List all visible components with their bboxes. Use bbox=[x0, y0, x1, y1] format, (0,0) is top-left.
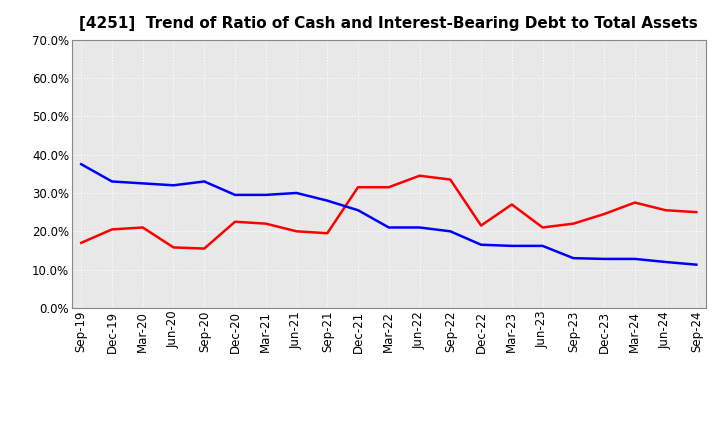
Cash bbox=[631, 200, 639, 205]
Interest-Bearing Debt bbox=[323, 198, 332, 203]
Interest-Bearing Debt bbox=[292, 191, 301, 196]
Interest-Bearing Debt bbox=[631, 256, 639, 261]
Cash bbox=[569, 221, 577, 226]
Cash bbox=[138, 225, 147, 230]
Interest-Bearing Debt bbox=[508, 243, 516, 249]
Interest-Bearing Debt bbox=[692, 262, 701, 268]
Cash bbox=[323, 231, 332, 236]
Cash bbox=[169, 245, 178, 250]
Interest-Bearing Debt bbox=[384, 225, 393, 230]
Interest-Bearing Debt bbox=[261, 192, 270, 198]
Cash bbox=[539, 225, 547, 230]
Cash bbox=[200, 246, 209, 251]
Cash bbox=[261, 221, 270, 226]
Interest-Bearing Debt bbox=[569, 256, 577, 261]
Interest-Bearing Debt bbox=[354, 208, 362, 213]
Interest-Bearing Debt bbox=[169, 183, 178, 188]
Cash bbox=[508, 202, 516, 207]
Cash bbox=[77, 240, 86, 246]
Interest-Bearing Debt bbox=[200, 179, 209, 184]
Title: [4251]  Trend of Ratio of Cash and Interest-Bearing Debt to Total Assets: [4251] Trend of Ratio of Cash and Intere… bbox=[79, 16, 698, 32]
Cash bbox=[292, 229, 301, 234]
Line: Cash: Cash bbox=[81, 176, 696, 249]
Cash bbox=[354, 185, 362, 190]
Cash bbox=[384, 185, 393, 190]
Cash bbox=[600, 211, 608, 216]
Interest-Bearing Debt bbox=[138, 181, 147, 186]
Cash bbox=[477, 223, 485, 228]
Interest-Bearing Debt bbox=[600, 256, 608, 261]
Interest-Bearing Debt bbox=[477, 242, 485, 247]
Interest-Bearing Debt bbox=[108, 179, 117, 184]
Interest-Bearing Debt bbox=[539, 243, 547, 249]
Cash bbox=[230, 219, 239, 224]
Interest-Bearing Debt bbox=[661, 259, 670, 264]
Interest-Bearing Debt bbox=[77, 161, 86, 167]
Cash bbox=[446, 177, 454, 182]
Cash bbox=[108, 227, 117, 232]
Cash bbox=[692, 209, 701, 215]
Interest-Bearing Debt bbox=[415, 225, 424, 230]
Cash bbox=[415, 173, 424, 178]
Interest-Bearing Debt bbox=[446, 229, 454, 234]
Interest-Bearing Debt bbox=[230, 192, 239, 198]
Cash bbox=[661, 208, 670, 213]
Line: Interest-Bearing Debt: Interest-Bearing Debt bbox=[81, 164, 696, 265]
